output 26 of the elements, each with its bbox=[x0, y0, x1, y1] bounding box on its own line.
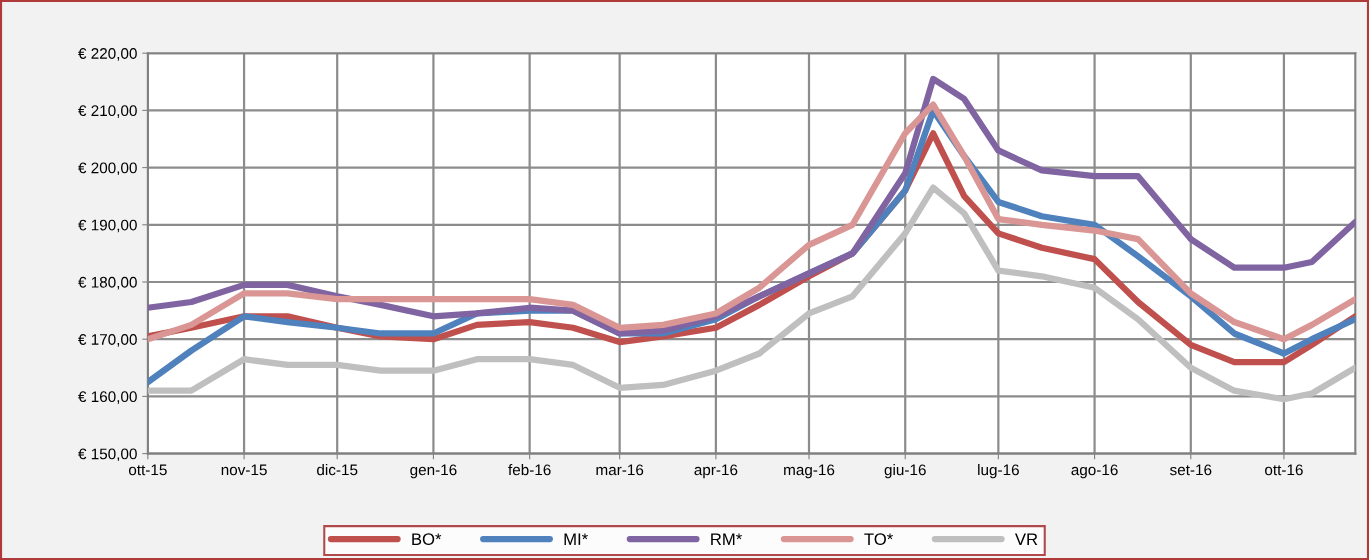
y-tick-label: € 200,00 bbox=[78, 162, 137, 176]
x-tick-label: feb-16 bbox=[508, 464, 551, 476]
legend-label: RM* bbox=[711, 533, 742, 545]
legend-label: VR bbox=[1014, 533, 1038, 545]
x-tick-label: ott-15 bbox=[128, 464, 167, 476]
legend-label: MI* bbox=[564, 533, 588, 545]
y-tick-label: € 170,00 bbox=[78, 334, 137, 347]
legend-label: TO* bbox=[864, 533, 893, 546]
x-tick-label: lug-16 bbox=[978, 464, 1019, 479]
x-tick-label: nov-15 bbox=[221, 464, 267, 476]
y-tick-label: € 210,00 bbox=[78, 105, 137, 118]
x-tick-label: ago-16 bbox=[1071, 464, 1118, 479]
x-tick-label: mar-16 bbox=[596, 464, 644, 476]
x-tick-label: ott-16 bbox=[1265, 464, 1303, 476]
x-tick-label: gen-16 bbox=[410, 464, 457, 479]
x-tick-label: mag-16 bbox=[784, 464, 835, 479]
x-tick-label: dic-15 bbox=[317, 464, 358, 476]
x-tick-label: set-16 bbox=[1169, 464, 1212, 476]
x-tick-label: apr-16 bbox=[694, 464, 738, 479]
y-tick-label: € 220,00 bbox=[78, 48, 137, 61]
y-tick-label: € 150,00 bbox=[78, 448, 137, 462]
y-tick-label: € 180,00 bbox=[78, 276, 137, 290]
legend-label: BO* bbox=[412, 533, 442, 546]
y-tick-label: € 190,00 bbox=[78, 219, 137, 233]
x-tick-label: giu-16 bbox=[884, 464, 926, 479]
y-tick-label: € 160,00 bbox=[78, 391, 137, 404]
